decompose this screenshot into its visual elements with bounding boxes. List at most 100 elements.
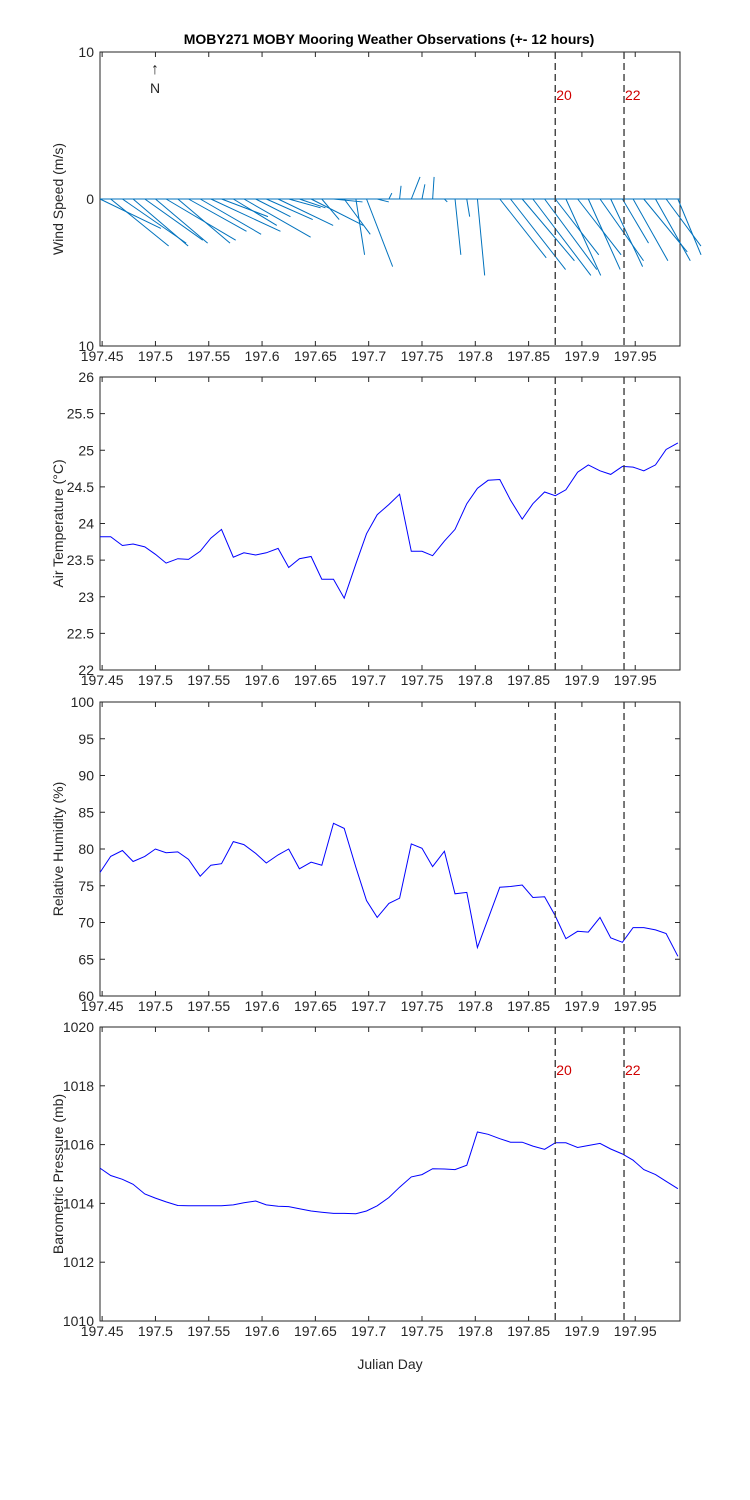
wind-vector [210, 198, 281, 232]
north-label: N [150, 80, 160, 96]
y-tick-label: 1014 [63, 1195, 94, 1211]
wind-vector [177, 198, 231, 244]
north-arrow-icon: ↑ [151, 61, 159, 78]
x-axis-title: Julian Day [357, 1356, 422, 1372]
x-tick-label: 197.6 [245, 1323, 280, 1339]
y-tick-label: 1016 [63, 1137, 94, 1153]
wind-vector [233, 198, 278, 226]
y-tick-label: 75 [78, 878, 94, 894]
wind-vector [188, 198, 247, 232]
y-tick-label: 1018 [63, 1078, 94, 1094]
wind-vector [454, 198, 462, 255]
y-tick-label: 0 [86, 191, 94, 207]
y-tick-label: 95 [78, 731, 94, 747]
wind-vector [343, 198, 371, 235]
y-tick-label: 23.5 [67, 552, 94, 568]
wind-vector [665, 198, 702, 247]
x-tick-label: 197.75 [401, 348, 444, 364]
x-tick-label: 197.95 [614, 1323, 657, 1339]
x-tick-label: 197.6 [245, 998, 280, 1014]
x-tick-label: 197.9 [564, 998, 599, 1014]
x-tick-label: 197.95 [614, 998, 657, 1014]
plot-frame [99, 1026, 681, 1322]
panel-wind: 197.45 197.5 197.55 197.6 197.65 197.7 197.75 1… [50, 44, 702, 364]
y-tick-label: 100 [71, 694, 95, 710]
x-tick-label: 197.9 [564, 672, 599, 688]
y-tick-label: 1010 [63, 1313, 94, 1329]
y-tick-label: 25 [78, 442, 94, 458]
plot-frame [99, 376, 681, 671]
y-tick-label: 24 [78, 516, 94, 532]
wind-vector [243, 198, 311, 238]
panel-barometric-pressure: 197.45 197.5 197.55 197.6 197.65 197.7 197.75 1… [50, 1019, 681, 1372]
wind-vector [444, 198, 448, 203]
x-tick-label: 197.95 [614, 672, 657, 688]
wind-vector [565, 198, 602, 276]
wind-vector [165, 198, 236, 241]
x-tick-label: 197.9 [564, 348, 599, 364]
wind-vector [677, 198, 702, 256]
x-tick-label: 197.85 [507, 998, 550, 1014]
x-tick-label: 197.7 [351, 998, 386, 1014]
x-tick-label: 197.85 [507, 672, 550, 688]
wind-vector [632, 198, 669, 261]
wind-vector [366, 198, 394, 267]
y-tick-label: 70 [78, 915, 94, 931]
chart-title: MOBY271 MOBY Mooring Weather Observation… [184, 31, 595, 47]
wind-vector [221, 198, 269, 218]
wind-vector [621, 198, 649, 244]
wind-vector [155, 198, 208, 244]
wind-vector [288, 198, 321, 209]
x-tick-label: 197.55 [187, 998, 230, 1014]
wind-vector [144, 198, 204, 241]
x-tick-label: 197.65 [294, 672, 337, 688]
wind-vector [399, 185, 402, 200]
x-tick-label: 197.6 [245, 672, 280, 688]
wind-vector [587, 198, 621, 270]
wind-vector [466, 198, 471, 217]
wind-vector [355, 198, 366, 255]
x-tick-label: 197.75 [401, 672, 444, 688]
wind-vector [199, 198, 262, 235]
wind-vector [499, 198, 547, 259]
wind-vector [610, 198, 644, 267]
wind-vector [255, 198, 291, 218]
x-tick-label: 197.45 [81, 672, 124, 688]
x-tick-label: 197.9 [564, 1323, 599, 1339]
x-tick-label: 197.7 [351, 348, 386, 364]
x-tick-label: 197.85 [507, 348, 550, 364]
y-axis-title: Barometric Pressure (mb) [50, 1094, 66, 1254]
wind-vector [655, 198, 691, 261]
y-tick-label: 26 [78, 369, 94, 385]
wind-vector [266, 198, 313, 221]
y-tick-label: 22.5 [67, 625, 94, 641]
event-marker-label: 22 [625, 87, 641, 103]
y-axis-title: Wind Speed (m/s) [50, 143, 66, 255]
wind-vector [110, 198, 169, 247]
x-tick-label: 197.8 [458, 672, 493, 688]
y-tick-label: 80 [78, 841, 94, 857]
x-tick-label: 197.45 [81, 998, 124, 1014]
y-tick-label: 60 [78, 988, 94, 1004]
x-tick-label: 197.5 [138, 348, 173, 364]
wind-vector [421, 184, 426, 200]
x-tick-label: 197.8 [458, 1323, 493, 1339]
x-tick-label: 197.5 [138, 672, 173, 688]
y-tick-label: 22 [78, 662, 94, 678]
y-tick-label: 65 [78, 951, 94, 967]
wind-vector [432, 176, 435, 200]
barometric-pressure-line [99, 1131, 679, 1215]
wind-vector [510, 198, 566, 270]
x-tick-label: 197.7 [351, 1323, 386, 1339]
wind-vector [310, 198, 364, 226]
x-tick-label: 197.5 [138, 1323, 173, 1339]
plot-frame [99, 701, 681, 997]
event-marker-label: 20 [556, 1062, 572, 1078]
y-tick-label: 25.5 [67, 406, 94, 422]
y-axis-title: Air Temperature (°C) [50, 459, 66, 587]
wind-vector [277, 198, 334, 226]
panel-air-temperature: 197.45 197.5 197.55 197.6 197.65 197.7 197.75 1… [50, 369, 681, 688]
wind-vector [321, 198, 340, 220]
y-tick-label: 10 [78, 338, 94, 354]
